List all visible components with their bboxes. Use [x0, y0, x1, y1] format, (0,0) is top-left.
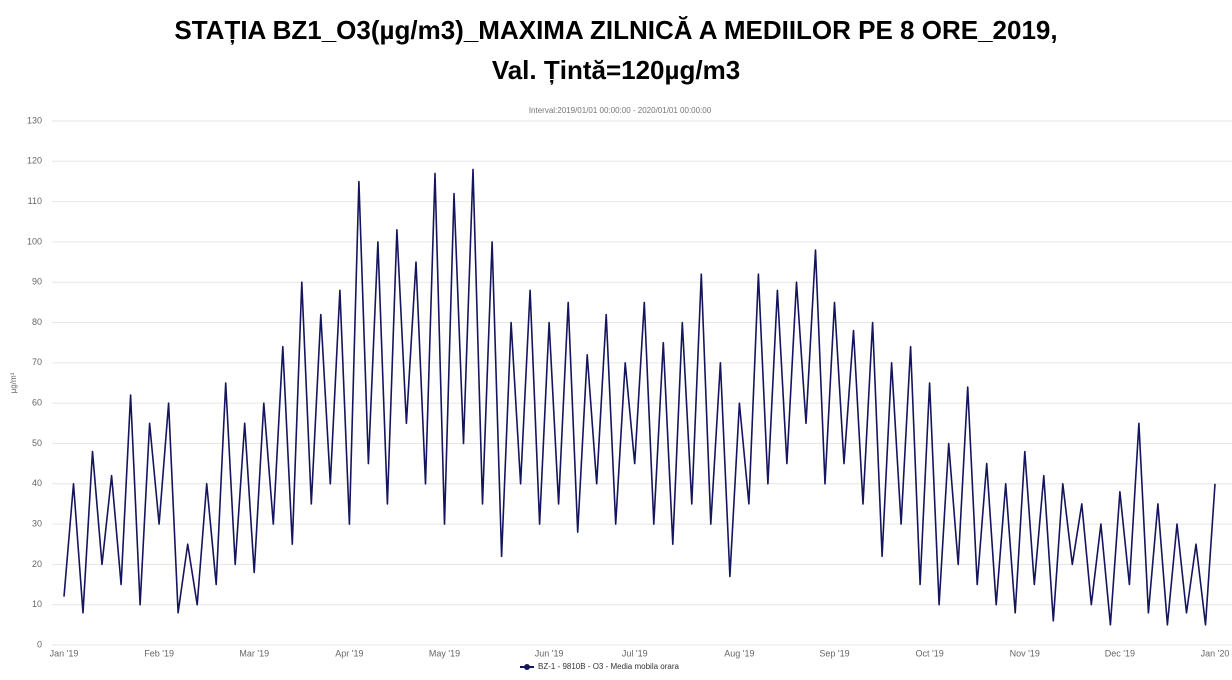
legend-marker: [524, 664, 530, 670]
y-tick-label: 30: [32, 518, 42, 528]
x-tick-label: Jun '19: [535, 648, 564, 658]
x-tick-label: Sep '19: [819, 648, 849, 658]
x-tick-label: Apr '19: [335, 648, 363, 658]
y-tick-label: 100: [27, 236, 42, 246]
y-tick-label: 90: [32, 277, 42, 287]
y-tick-label: 130: [27, 115, 42, 125]
chart-title: STAȚIA BZ1_O3(µg/m3)_MAXIMA ZILNICĂ A ME…: [174, 15, 1057, 45]
x-tick-label: Jan '19: [50, 648, 79, 658]
x-tick-label: May '19: [429, 648, 460, 658]
x-tick-label: Oct '19: [916, 648, 944, 658]
y-tick-label: 120: [27, 156, 42, 166]
x-tick-label: Dec '19: [1105, 648, 1135, 658]
x-tick-label: Feb '19: [144, 648, 174, 658]
x-tick-label: Nov '19: [1010, 648, 1040, 658]
y-tick-label: 80: [32, 317, 42, 327]
x-tick-label: Mar '19: [239, 648, 269, 658]
y-tick-label: 60: [32, 398, 42, 408]
data-line: [63, 168, 1216, 626]
chart-subtitle: Interval:2019/01/01 00:00:00 - 2020/01/0…: [529, 106, 712, 115]
chart-title: Val. Țintă=120µg/m3: [492, 55, 740, 85]
y-tick-label: 10: [32, 599, 42, 609]
y-tick-label: 0: [37, 639, 42, 649]
y-tick-label: 70: [32, 357, 42, 367]
x-tick-label: Jul '19: [622, 648, 648, 658]
y-tick-label: 20: [32, 559, 42, 569]
legend-label: BZ-1 - 9810B - O3 - Media mobila orara: [538, 662, 679, 671]
y-tick-label: 50: [32, 438, 42, 448]
x-tick-label: Jan '20: [1201, 648, 1230, 658]
y-tick-label: 110: [28, 196, 42, 206]
x-tick-label: Aug '19: [724, 648, 754, 658]
y-axis-label: µg/m³: [9, 372, 18, 393]
y-tick-label: 40: [32, 478, 42, 488]
